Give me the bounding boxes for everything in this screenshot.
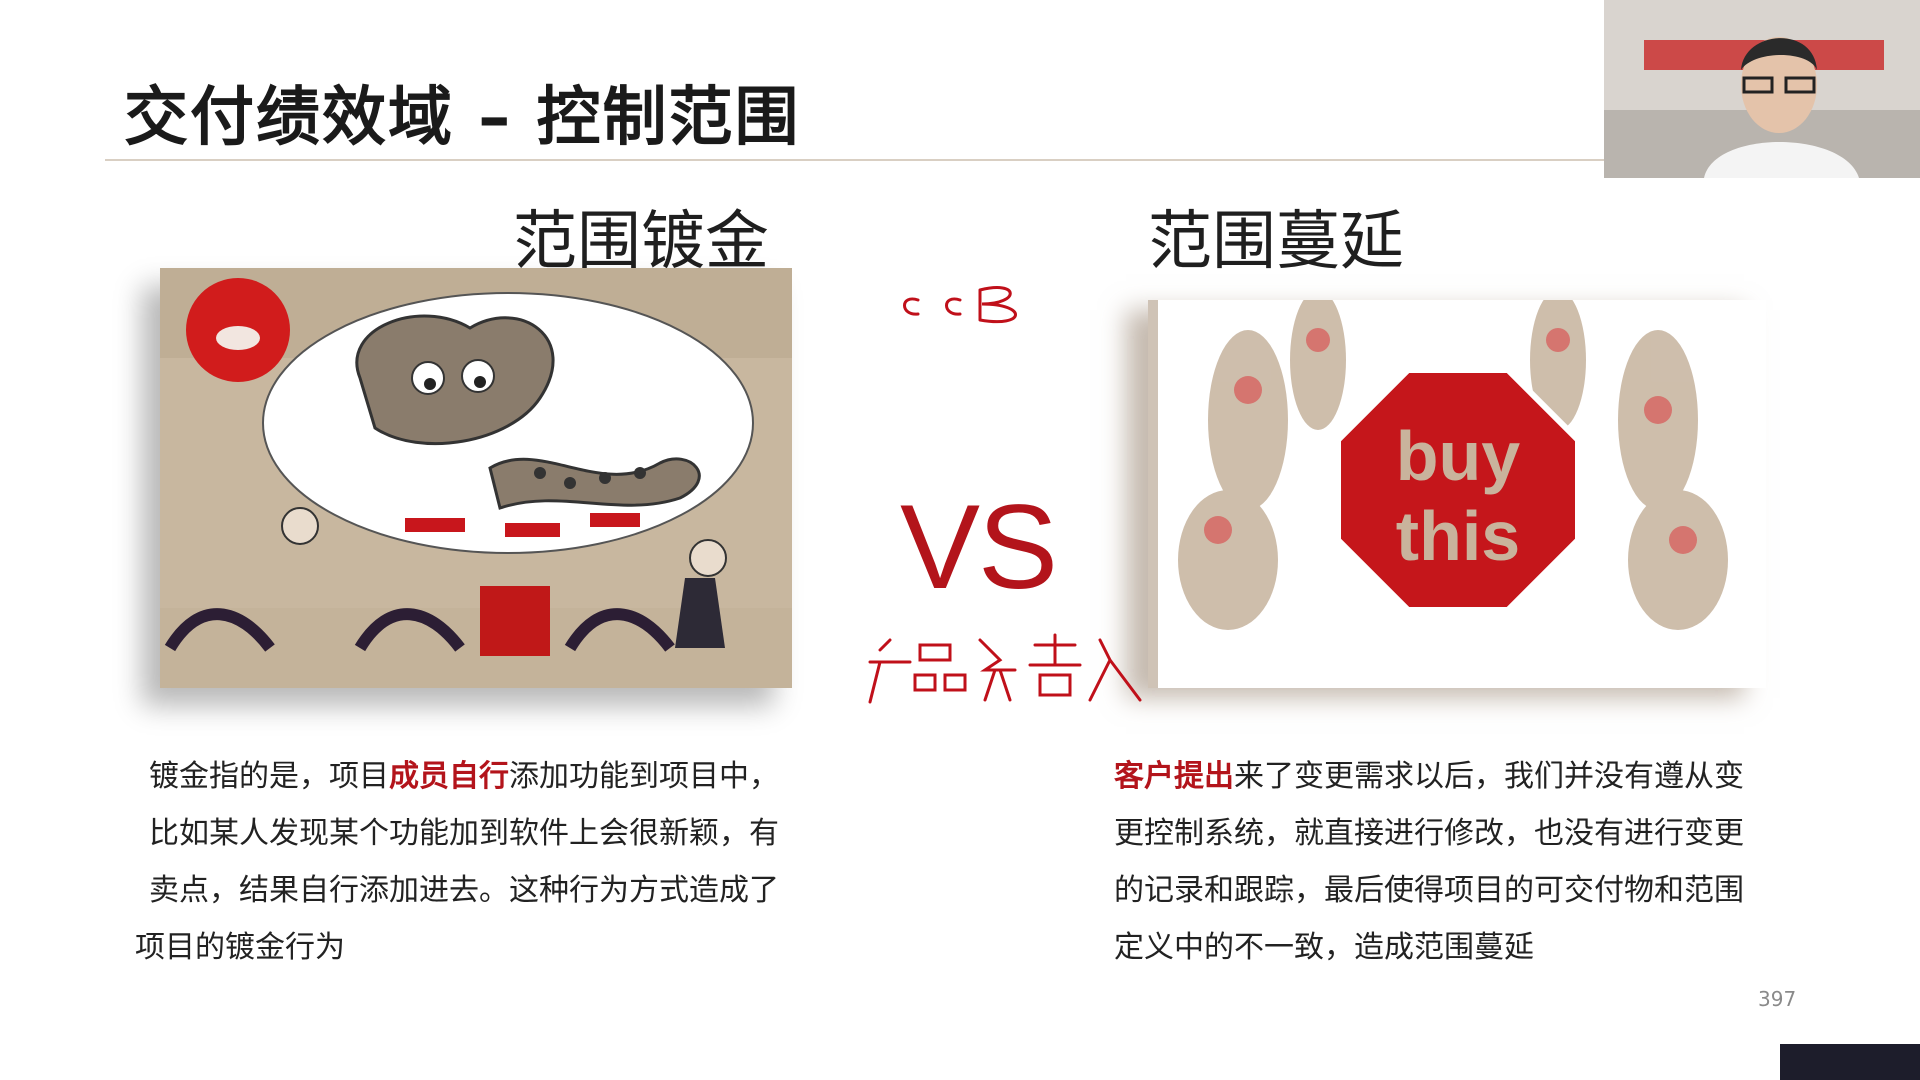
left-line3: 卖点，结果自行添加进去。这种行为方式造成了 [149, 873, 779, 908]
right-line3: 的记录和跟踪，最后使得项目的可交付物和范围 [1114, 873, 1744, 908]
slide-title: 交付绩效域 – 控制范围 [124, 81, 801, 155]
vs-label: VS [900, 480, 1058, 614]
scope-creep-heading: 范围蔓延 [1148, 205, 1404, 279]
gold-plating-description: 镀金指的是，项目成员自行添加功能到项目中， 比如某人发现某个功能加到软件上会很新… [135, 748, 835, 976]
handwritten-annotations [868, 286, 1142, 704]
page-number: 397 [1758, 987, 1797, 1011]
stop-sign-text-this: this [1396, 497, 1520, 575]
title-divider [105, 159, 1605, 161]
right-line2: 更控制系统，就直接进行修改，也没有进行变更 [1114, 816, 1744, 851]
right-line4: 定义中的不一致，造成范围蔓延 [1114, 930, 1534, 965]
left-line1-post: 添加功能到项目中， [509, 759, 779, 794]
left-highlight-team-members: 成员自行 [389, 759, 509, 794]
corner-decoration [1780, 1044, 1920, 1080]
scope-creep-description: 客户提出来了变更需求以后，我们并没有遵从变 更控制系统，就直接进行修改，也没有进… [1114, 748, 1814, 976]
scope-creep-stop-sign-image: buy this [1148, 290, 1766, 688]
left-line4: 项目的镀金行为 [135, 930, 345, 965]
stop-sign-text-buy: buy [1396, 417, 1521, 495]
right-highlight-customer: 客户提出 [1114, 759, 1234, 794]
right-line1-post: 来了变更需求以后，我们并没有遵从变 [1234, 759, 1744, 794]
presenter-webcam-video[interactable] [1604, 0, 1920, 178]
gold-plating-cartoon-image [160, 268, 792, 688]
scope-gold-plating-heading: 范围镀金 [513, 205, 769, 279]
left-line2: 比如某人发现某个功能加到软件上会很新颖，有 [149, 816, 779, 851]
left-line1-pre: 镀金指的是，项目 [149, 759, 389, 794]
